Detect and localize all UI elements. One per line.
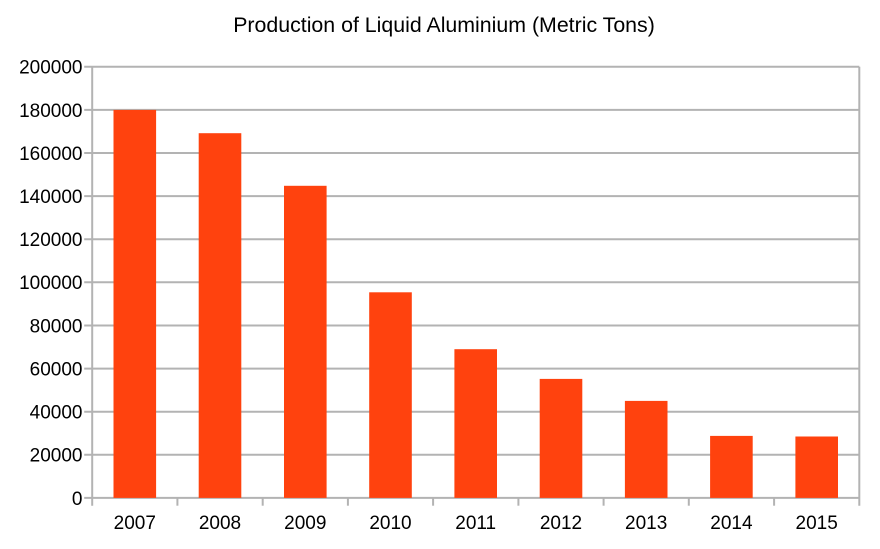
svg-text:60000: 60000 — [30, 360, 83, 381]
svg-text:Production of Liquid Aluminium: Production of Liquid Aluminium (Metric T… — [233, 13, 655, 37]
svg-text:20000: 20000 — [30, 446, 83, 467]
svg-text:160000: 160000 — [19, 144, 82, 165]
svg-text:2014: 2014 — [710, 513, 753, 534]
svg-text:40000: 40000 — [30, 403, 83, 424]
svg-text:140000: 140000 — [19, 187, 82, 208]
svg-text:120000: 120000 — [19, 230, 82, 251]
svg-text:100000: 100000 — [19, 273, 82, 294]
svg-text:2011: 2011 — [455, 513, 496, 534]
svg-text:2012: 2012 — [540, 513, 582, 534]
svg-text:180000: 180000 — [19, 101, 82, 122]
svg-text:2013: 2013 — [625, 513, 667, 534]
svg-text:0: 0 — [72, 489, 83, 510]
svg-text:2007: 2007 — [114, 513, 156, 534]
svg-text:2009: 2009 — [284, 513, 326, 534]
svg-text:2010: 2010 — [369, 513, 411, 534]
svg-text:2008: 2008 — [199, 513, 241, 534]
svg-text:80000: 80000 — [30, 316, 83, 337]
svg-text:2015: 2015 — [796, 513, 838, 534]
svg-text:200000: 200000 — [19, 58, 82, 79]
